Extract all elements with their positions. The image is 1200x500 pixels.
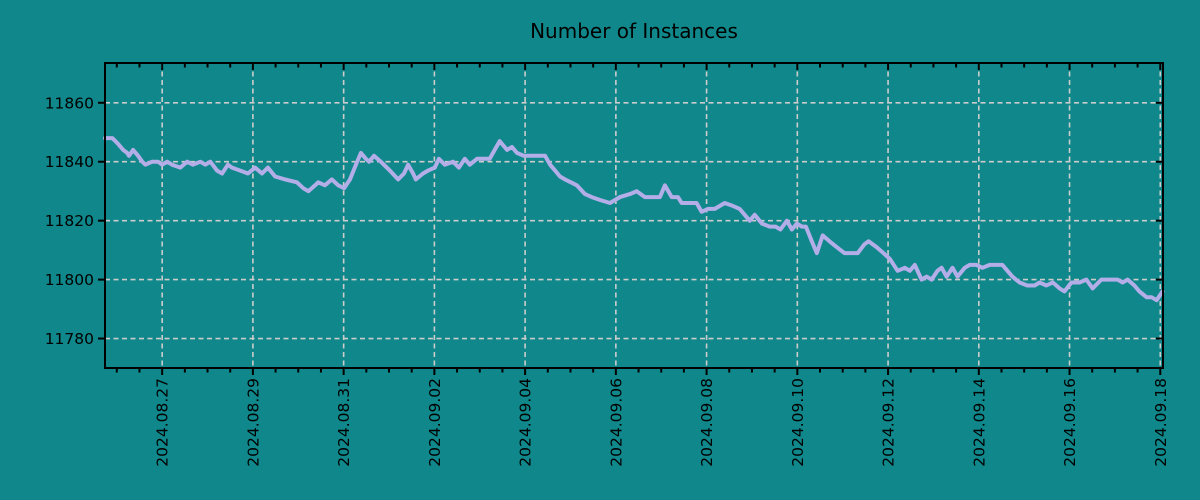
x-tick-label: 2024.09.18 — [1152, 378, 1170, 467]
x-tick-label: 2024.09.08 — [698, 378, 716, 467]
x-tick-label: 2024.08.29 — [244, 378, 262, 467]
instances-series-line — [103, 136, 1165, 303]
x-tick-label: 2024.09.04 — [517, 378, 535, 467]
x-tick-label: 2024.09.10 — [789, 378, 807, 467]
x-tick-label: 2024.08.31 — [335, 378, 353, 467]
axes-and-ticks — [98, 62, 1164, 375]
x-tick-label: 2024.08.27 — [154, 378, 172, 467]
x-tick-label: 2024.09.02 — [426, 378, 444, 467]
plot-border — [104, 62, 1164, 369]
chart-title: Number of Instances — [530, 19, 738, 43]
y-tick-label: 11860 — [45, 94, 94, 112]
x-tick-label: 2024.09.12 — [880, 378, 898, 467]
x-tick-label: 2024.09.06 — [607, 378, 625, 467]
x-tick-label: 2024.09.16 — [1061, 378, 1079, 467]
y-tick-label: 11800 — [45, 271, 94, 289]
grid-lines — [105, 63, 1163, 368]
y-tick-label: 11840 — [45, 153, 94, 171]
y-tick-label: 11780 — [45, 330, 94, 348]
y-tick-label: 11820 — [45, 212, 94, 230]
series-line — [103, 136, 1165, 303]
tick-labels: 11780 11800 11820 11840 11860 2024.08.27 2024.… — [45, 94, 1170, 466]
x-tick-label: 2024.09.14 — [970, 378, 988, 467]
